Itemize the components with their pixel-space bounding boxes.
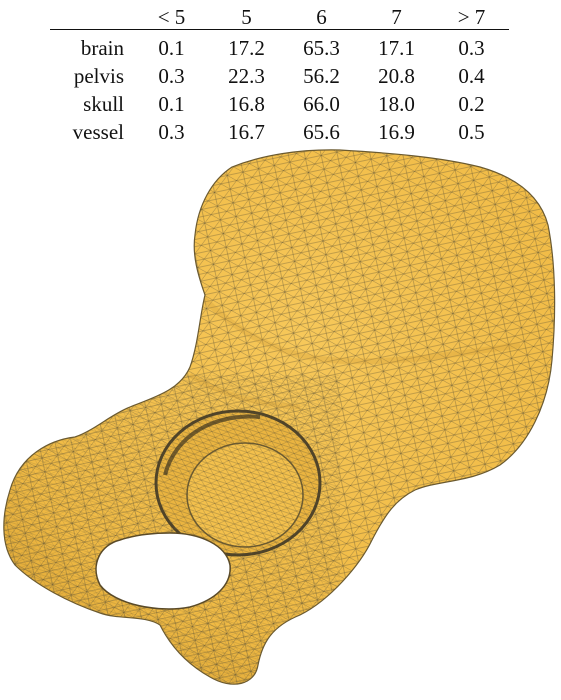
row-label: vessel (72, 120, 124, 144)
table-cell: 16.8 (228, 92, 265, 116)
valence-statistics-table: < 5 5 6 7 > 7 brain 0.1 17.2 65.3 17.1 0… (50, 5, 509, 146)
table-cell: 65.3 (303, 36, 340, 60)
table-cell: 0.3 (158, 64, 185, 88)
row-label: pelvis (73, 64, 124, 88)
valence-table: < 5 5 6 7 > 7 brain 0.1 17.2 65.3 17.1 0… (0, 0, 561, 144)
table-row-brain: brain 0.1 17.2 65.3 17.1 0.3 (50, 30, 509, 63)
table-cell: 0.3 (158, 120, 185, 144)
table-row-vessel: vessel 0.3 16.7 65.6 16.9 0.5 (50, 118, 509, 146)
column-header-5: 5 (209, 5, 284, 30)
table-cell: 0.3 (458, 36, 485, 60)
table-cell: 66.0 (303, 92, 340, 116)
table-row-pelvis: pelvis 0.3 22.3 56.2 20.8 0.4 (50, 62, 509, 90)
table-cell: 0.1 (158, 36, 185, 60)
table-cell: 20.8 (378, 64, 415, 88)
column-header-gt7: > 7 (434, 5, 509, 30)
table-cell: 17.1 (378, 36, 415, 60)
table-header-row: < 5 5 6 7 > 7 (50, 5, 509, 30)
column-header-7: 7 (359, 5, 434, 30)
obturator-foramen (95, 532, 231, 610)
table-cell: 0.1 (158, 92, 185, 116)
column-header-lt5: < 5 (134, 5, 209, 30)
table-cell: 18.0 (378, 92, 415, 116)
table-cell: 65.6 (303, 120, 340, 144)
acetabulum-socket (154, 409, 322, 557)
table-cell: 0.4 (458, 64, 485, 88)
table-cell: 16.9 (378, 120, 415, 144)
table-cell: 56.2 (303, 64, 340, 88)
pelvis-mesh-figure (0, 145, 561, 695)
table-cell: 0.5 (458, 120, 485, 144)
table-cell: 22.3 (228, 64, 265, 88)
table-cell: 17.2 (228, 36, 265, 60)
pelvis-mesh-image (3, 149, 556, 685)
column-header-6: 6 (284, 5, 359, 30)
table-corner-cell (50, 5, 134, 30)
table-row-skull: skull 0.1 16.8 66.0 18.0 0.2 (50, 90, 509, 118)
row-label: brain (80, 36, 124, 60)
row-label: skull (83, 92, 124, 116)
table-cell: 16.7 (228, 120, 265, 144)
table-cell: 0.2 (458, 92, 485, 116)
